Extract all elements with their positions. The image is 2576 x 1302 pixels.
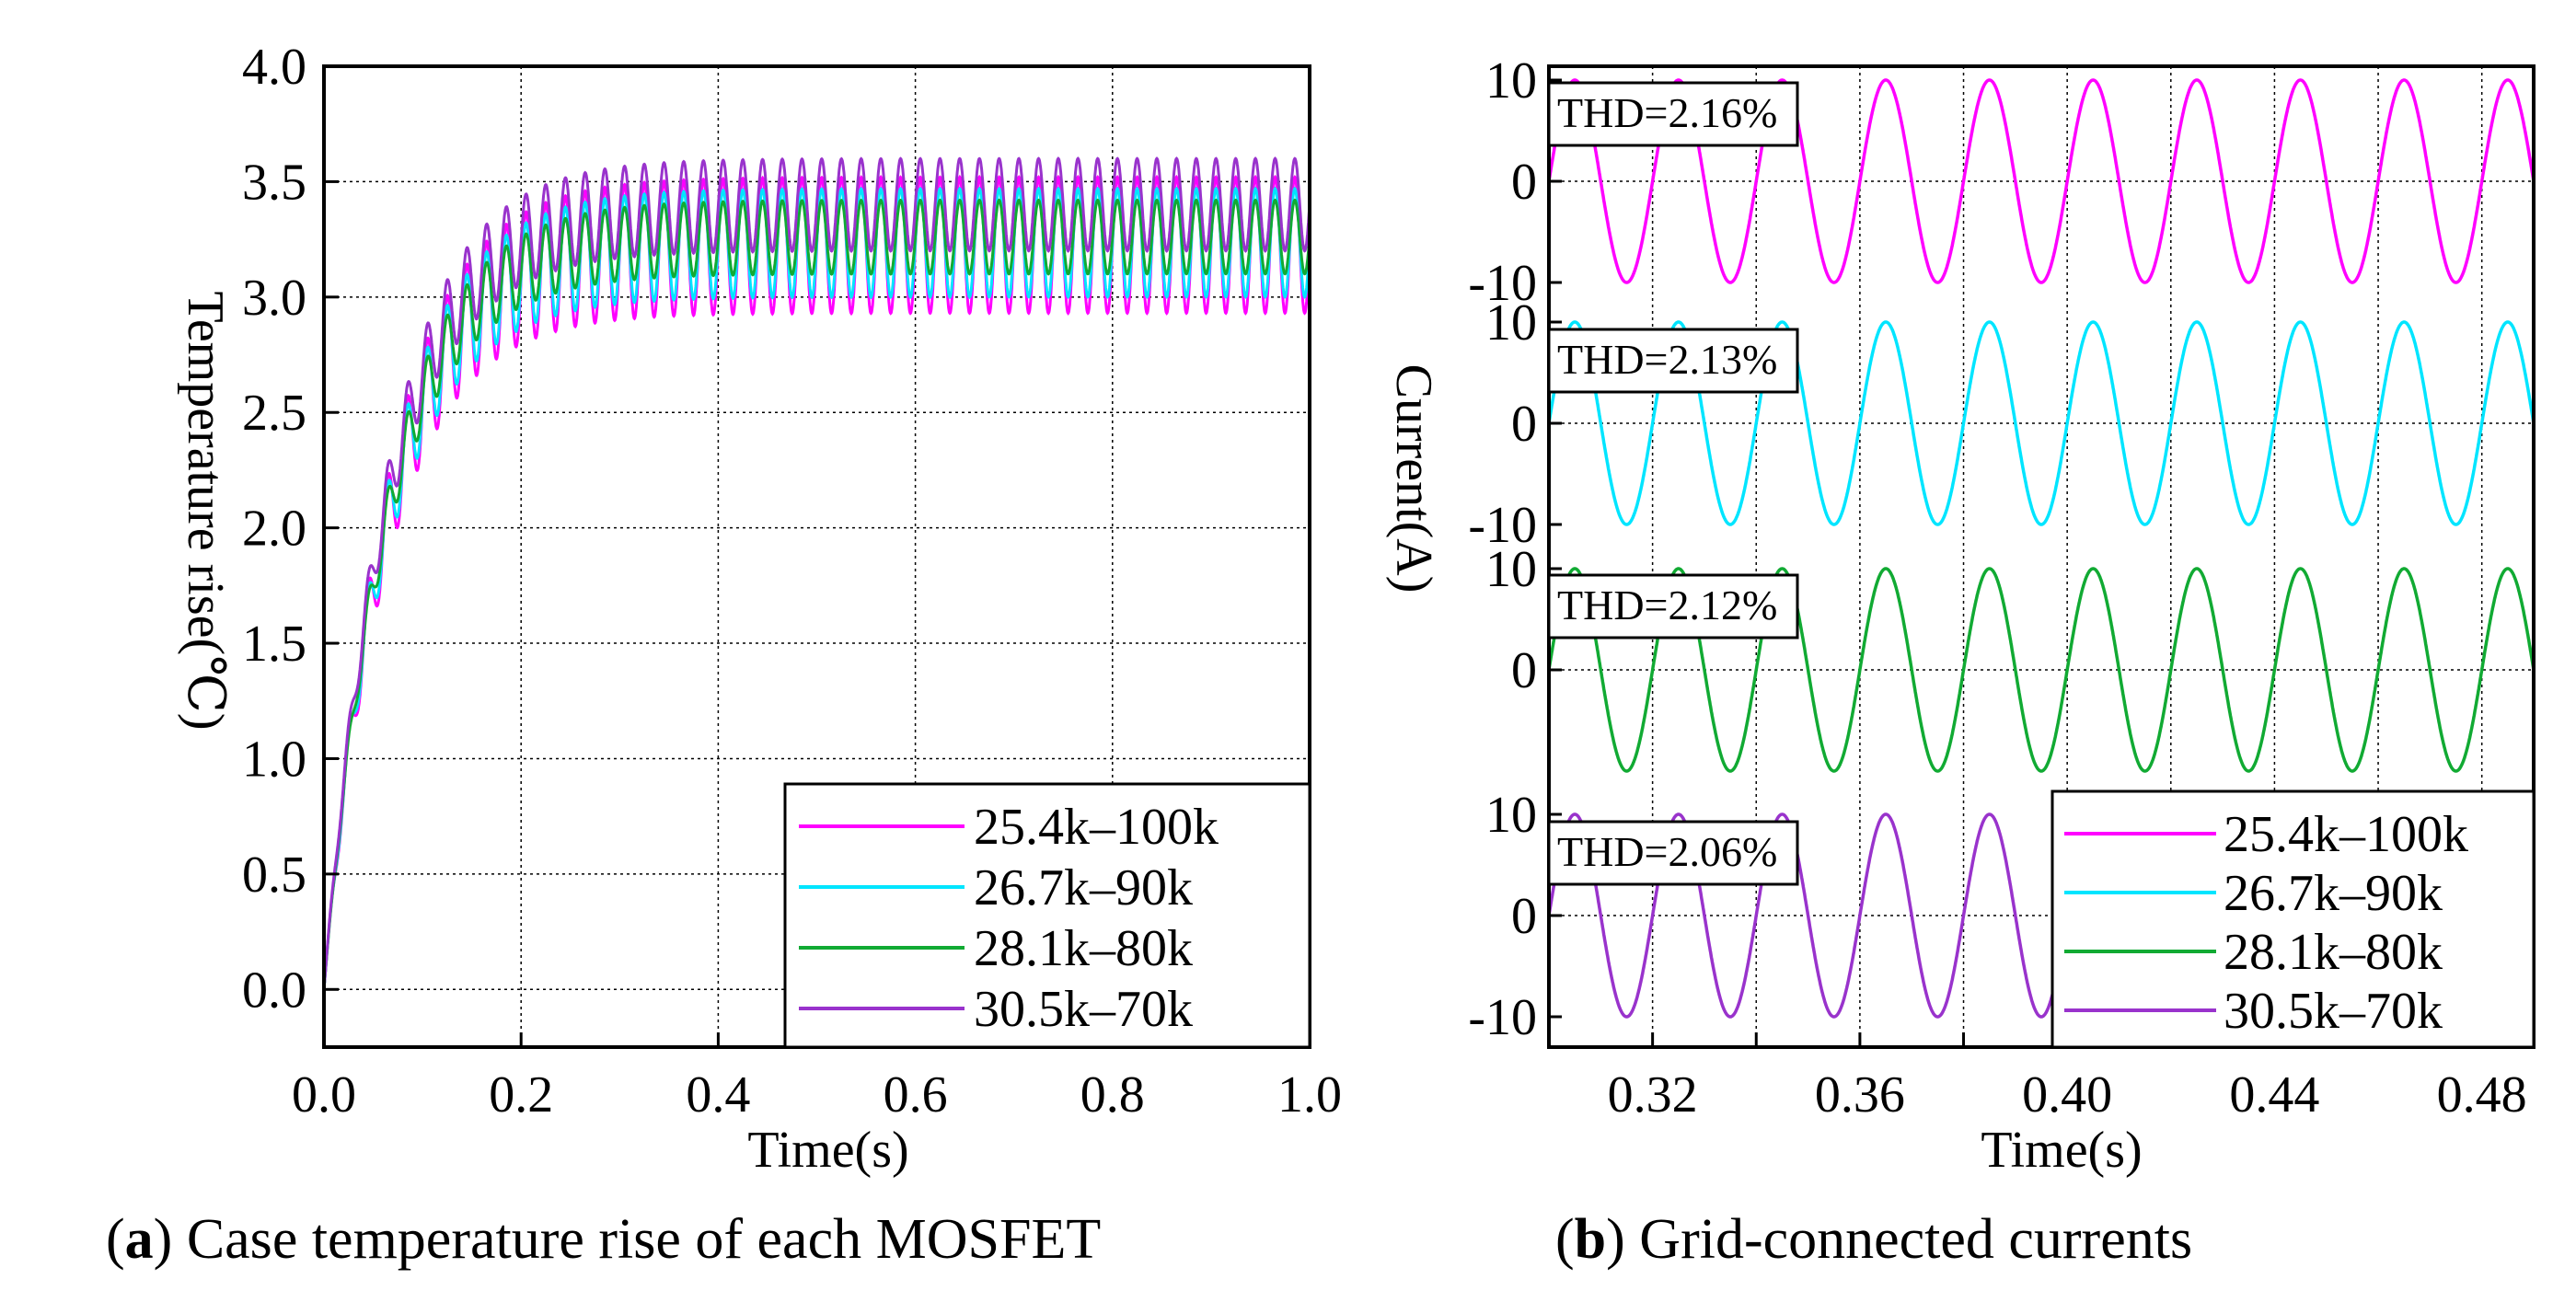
caption-a-text: Case temperature rise of each MOSFET xyxy=(186,1208,1102,1271)
panel-b-y-tick-label: 0 xyxy=(1511,888,1537,945)
panel-b-y-tick-label: -10 xyxy=(1468,255,1537,312)
panel-b-series-line xyxy=(1547,567,2536,773)
panel-b-thd-labels: THD=2.16% THD=2.13% THD=2.12% THD=2.06% xyxy=(1547,81,1799,886)
panel-a-y-tick-label: 0.5 xyxy=(242,847,306,904)
panel-a-x-tick-label: 0.0 xyxy=(292,1066,356,1123)
panel-a-x-tick-label: 0.4 xyxy=(686,1066,750,1123)
panel-b-thd-label: THD=2.13% xyxy=(1557,336,1777,383)
panel-a-y-tick-label: 4.0 xyxy=(242,39,306,96)
panel-a-y-tick-label: 3.5 xyxy=(242,154,306,211)
panel-b-y-tick-label: -10 xyxy=(1468,497,1537,554)
panel-b-thd-label: THD=2.12% xyxy=(1557,582,1777,628)
panel-b-legend-label: 26.7k–90k xyxy=(2224,865,2443,922)
panel-b-x-tick-label: 0.32 xyxy=(1608,1066,1698,1123)
panel-b-y-axis-label: Current(A) xyxy=(1385,364,1442,593)
panel-b-x-axis-label: Time(s) xyxy=(1981,1122,2142,1179)
panel-b-ticks: 0.32 0.36 0.40 0.44 0.48100-10100-10100100-1… xyxy=(1468,52,2536,1123)
panel-b-legend-box xyxy=(2050,789,2536,1049)
panel-b-legend-label: 28.1k–80k xyxy=(2224,924,2443,981)
caption-b-text: Grid-connected currents xyxy=(1639,1208,2193,1271)
panel-a-series xyxy=(322,156,1311,990)
caption-a-label: a xyxy=(124,1208,154,1271)
panel-a-x-tick-label: 0.6 xyxy=(884,1066,948,1123)
panel-b-thd-box xyxy=(1547,81,1799,147)
caption-a: (a) Case temperature rise of each MOSFET xyxy=(106,1208,1102,1271)
panel-a-temperature-chart: 0.0 0.2 0.4 0.6 0.8 1.0 0.0 0.5 1.0 1.5 2.0 2.5 3.0 3… xyxy=(177,39,1342,1179)
panel-b-thd-box xyxy=(1547,573,1799,639)
panel-a-legend-label: 28.1k–80k xyxy=(974,920,1193,977)
panel-a-series-line xyxy=(322,198,1311,990)
panel-a-y-tick-label: 2.5 xyxy=(242,385,306,442)
panel-b-legend-label: 25.4k–100k xyxy=(2224,806,2468,863)
panel-b-y-tick-label: 10 xyxy=(1485,787,1537,844)
panel-b-series-line xyxy=(1547,320,2536,526)
caption-b: (b) Grid-connected currents xyxy=(1555,1208,2193,1271)
panel-a-y-axis-label: Temperature rise(℃) xyxy=(177,292,234,731)
caption-b-label: b xyxy=(1574,1208,1607,1271)
panel-a-x-tick-label: 1.0 xyxy=(1277,1066,1342,1123)
panel-b-frame xyxy=(1547,64,2536,1049)
panel-a-series-line xyxy=(322,156,1311,990)
panel-b-thd-box xyxy=(1547,328,1799,394)
panel-b-y-tick-label: 10 xyxy=(1485,541,1537,598)
panel-b-x-tick-label: 0.44 xyxy=(2229,1066,2319,1123)
panel-a-ticks: 0.0 0.2 0.4 0.6 0.8 1.0 0.0 0.5 1.0 1.5 2.0 2.5 3.0 3… xyxy=(242,39,1342,1123)
panel-b-series-line xyxy=(1547,78,2536,284)
panel-b-y-tick-label: 0 xyxy=(1511,642,1537,699)
panel-a-y-tick-label: 1.5 xyxy=(242,616,306,673)
panel-b-y-tick-label: 0 xyxy=(1511,154,1537,211)
panel-a-legend-label: 30.5k–70k xyxy=(974,981,1193,1038)
panel-b-y-tick-label: -10 xyxy=(1468,989,1537,1046)
panel-a-y-tick-label: 1.0 xyxy=(242,731,306,788)
panel-a-y-tick-label: 2.0 xyxy=(242,501,306,558)
panel-a-x-axis-label: Time(s) xyxy=(747,1122,908,1179)
panel-b-x-tick-label: 0.48 xyxy=(2437,1066,2527,1123)
panel-b-y-tick-label: 10 xyxy=(1485,294,1537,351)
panel-a-legend-label: 26.7k–90k xyxy=(974,859,1193,916)
panel-b-y-tick-label: 10 xyxy=(1485,52,1537,109)
panel-b-current-chart: 0.32 0.36 0.40 0.44 0.48100-10100-10100100-1… xyxy=(1385,52,2536,1179)
panel-a-y-tick-label: 3.0 xyxy=(242,270,306,327)
panel-a-y-tick-label: 0.0 xyxy=(242,962,306,1019)
panel-b-thd-box xyxy=(1547,820,1799,886)
panel-b-thd-label: THD=2.16% xyxy=(1557,89,1777,136)
panel-a-x-tick-label: 0.8 xyxy=(1080,1066,1145,1123)
panel-b-x-tick-label: 0.40 xyxy=(2022,1066,2112,1123)
panel-b-thd-label: THD=2.06% xyxy=(1557,828,1777,875)
panel-b-legend-label: 30.5k–70k xyxy=(2224,983,2443,1040)
panel-a-legend-label: 25.4k–100k xyxy=(974,799,1219,856)
panel-b-y-tick-label: 0 xyxy=(1511,396,1537,453)
panel-b-x-tick-label: 0.36 xyxy=(1815,1066,1905,1123)
panel-a-x-tick-label: 0.2 xyxy=(489,1066,553,1123)
